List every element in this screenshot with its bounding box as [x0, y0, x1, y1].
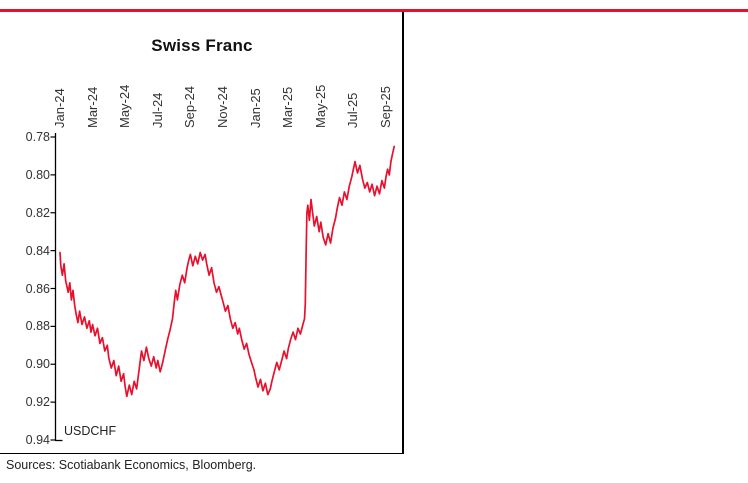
y-tick-label: 0.90: [25, 357, 50, 372]
x-tick-label: May-24: [117, 84, 133, 128]
y-tick-label: 0.94: [25, 433, 50, 447]
y-tick-label: 0.92: [25, 395, 50, 410]
x-tick-label: Jan-25: [247, 88, 263, 128]
x-tick-label: Jul-24: [149, 92, 165, 128]
series-label: USDCHF: [64, 424, 117, 438]
y-tick-label: 0.80: [25, 167, 50, 182]
x-tick-label: Sep-25: [378, 86, 393, 128]
x-tick-label: Jul-25: [345, 92, 361, 128]
y-tick-label: 0.82: [25, 205, 50, 220]
y-tick-label: 0.86: [25, 281, 50, 296]
chart-panel-frame: [0, 12, 404, 454]
x-tick-label: Sep-24: [182, 86, 198, 128]
x-tick-label: Jan-24: [52, 88, 67, 128]
y-tick-label: 0.88: [25, 319, 50, 334]
top-accent-rule: [0, 9, 748, 12]
y-tick-label: 0.84: [25, 243, 50, 258]
y-tick-label: 0.78: [25, 130, 50, 144]
x-tick-label: Mar-25: [280, 86, 296, 128]
usdchf-line: [59, 145, 396, 398]
x-tick-label: May-25: [312, 84, 328, 128]
chart-title: Swiss Franc: [151, 36, 253, 55]
x-tick-label: Mar-24: [84, 86, 100, 128]
sources-note: Sources: Scotiabank Economics, Bloomberg…: [6, 458, 257, 472]
x-tick-label: Nov-24: [215, 86, 230, 128]
